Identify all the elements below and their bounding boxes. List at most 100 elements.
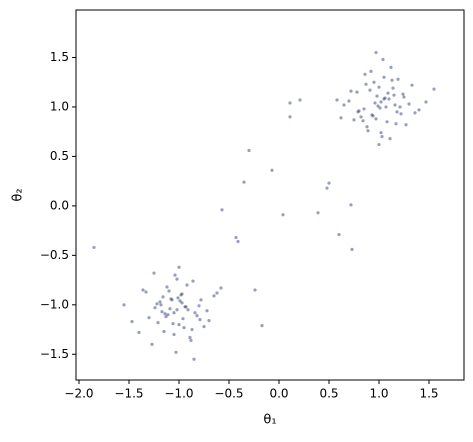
point [372, 80, 376, 84]
point [327, 181, 331, 185]
point [380, 135, 384, 139]
plot-frame [75, 9, 465, 381]
point [220, 208, 224, 212]
point [177, 265, 181, 269]
point [392, 93, 396, 97]
point [364, 82, 368, 86]
point [377, 142, 381, 147]
point [395, 110, 399, 114]
point [384, 105, 388, 109]
point [386, 91, 390, 95]
point [171, 322, 175, 326]
x-tick-label: 1.0 [369, 387, 388, 401]
point [161, 295, 165, 299]
point [370, 113, 374, 117]
point [247, 148, 251, 153]
point [373, 101, 377, 105]
y-tick-label: −1.5 [40, 347, 69, 361]
point [183, 305, 187, 309]
point [181, 317, 185, 321]
point [175, 277, 179, 281]
point [162, 329, 166, 334]
point [398, 105, 402, 109]
point [141, 288, 145, 292]
point [191, 279, 195, 283]
point [337, 232, 341, 237]
point [402, 95, 406, 99]
point [164, 315, 168, 319]
point [175, 308, 179, 312]
point [349, 89, 353, 93]
point [424, 100, 428, 104]
point [413, 111, 417, 115]
point [172, 332, 176, 337]
point [381, 57, 385, 62]
point [160, 310, 164, 314]
point [342, 103, 346, 107]
y-tick-label: −0.5 [40, 248, 69, 262]
y-tick-label: 1.5 [50, 50, 69, 64]
point [173, 273, 177, 277]
point [363, 72, 367, 76]
point [158, 300, 162, 304]
point [193, 311, 197, 315]
point [359, 115, 363, 119]
point [388, 137, 392, 141]
point [417, 108, 421, 112]
point [144, 290, 148, 294]
point [169, 297, 173, 301]
point [242, 180, 246, 184]
point [393, 103, 397, 107]
x-tick-label: 1.5 [419, 387, 438, 401]
point [130, 320, 134, 324]
point [192, 357, 196, 361]
point [198, 318, 202, 322]
point [178, 299, 182, 303]
point [379, 131, 383, 135]
point [281, 213, 285, 217]
x-tick-label: −1.0 [164, 387, 193, 401]
point [92, 245, 96, 250]
x-tick-label: −2.0 [64, 387, 93, 401]
point [390, 78, 394, 82]
point [396, 77, 400, 81]
point [270, 168, 274, 172]
point [150, 342, 154, 346]
y-tick-label: 0.5 [50, 149, 69, 163]
point [352, 118, 356, 122]
point [391, 86, 395, 90]
point [387, 97, 391, 101]
y-tick-label: 0.0 [50, 198, 69, 212]
point [288, 101, 292, 105]
point [375, 94, 379, 98]
point [215, 291, 219, 295]
point [371, 114, 375, 118]
point [205, 309, 209, 313]
point [383, 96, 387, 100]
point [170, 298, 174, 302]
x-tick-label: −0.5 [214, 387, 243, 401]
point [212, 294, 216, 298]
point [365, 125, 369, 129]
point [382, 75, 386, 79]
point [184, 305, 188, 309]
point [177, 322, 181, 327]
point [376, 104, 380, 108]
point [137, 330, 141, 335]
point [382, 97, 386, 101]
point [163, 312, 167, 316]
point [389, 65, 393, 69]
point [180, 292, 184, 296]
point [356, 110, 360, 114]
x-tick-label: 0.0 [269, 387, 288, 401]
point [366, 129, 370, 133]
point [325, 186, 329, 190]
point [236, 239, 240, 244]
point [165, 285, 169, 289]
point [176, 296, 180, 300]
point [361, 119, 365, 123]
point [182, 325, 186, 330]
point [159, 303, 163, 307]
point [288, 115, 292, 119]
point [168, 307, 172, 311]
